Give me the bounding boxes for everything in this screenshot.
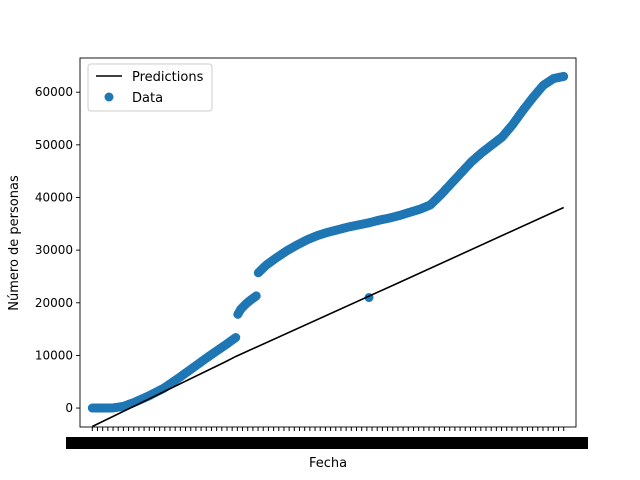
data-point: [251, 291, 261, 301]
y-tick-label: 60000: [35, 85, 73, 99]
legend: Predictions Data: [87, 63, 213, 112]
legend-predictions-label: Predictions: [132, 70, 204, 85]
y-tick-label: 10000: [35, 348, 73, 362]
axes-frame: [79, 57, 577, 428]
x-tick-labels-overlap: [66, 437, 588, 449]
data-point: [559, 71, 569, 81]
y-tick-label: 0: [65, 401, 73, 415]
plot-area: [87, 71, 569, 428]
y-tick-label: 20000: [35, 296, 73, 310]
legend-data-label: Data: [132, 91, 163, 106]
y-tick-label: 30000: [35, 243, 73, 257]
legend-data-swatch: [104, 92, 114, 102]
y-tick-label: 50000: [35, 138, 73, 152]
y-axis-label: Número de personas: [7, 175, 22, 311]
axes: 0 10000 20000 30000 40000 50000 60000: [35, 57, 588, 449]
y-tick-label: 40000: [35, 190, 73, 204]
data-point: [231, 333, 241, 343]
x-axis-label: Fecha: [309, 456, 347, 471]
predictions-line: [91, 206, 565, 428]
